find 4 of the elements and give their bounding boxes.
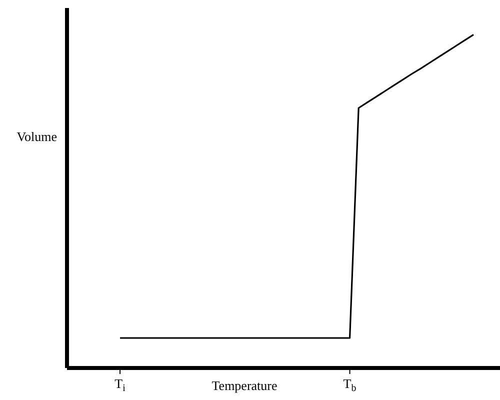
y-axis-title: Volume [16,129,58,144]
x-tick-label: T$_{i}$ [114,376,126,394]
x-axis-title: Temperature [212,378,278,393]
x-tick-label: T$_{b}$ [343,376,356,394]
